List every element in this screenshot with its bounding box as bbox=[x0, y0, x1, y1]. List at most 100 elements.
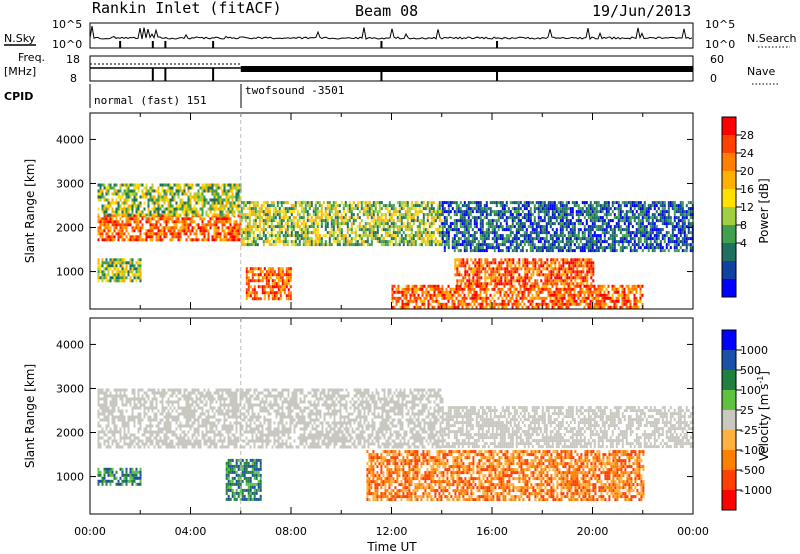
heatmap-cell bbox=[481, 225, 484, 229]
heatmap-cell bbox=[125, 264, 128, 268]
heatmap-cell bbox=[522, 264, 525, 268]
heatmap-cell bbox=[532, 261, 535, 265]
heatmap-cell bbox=[467, 287, 470, 291]
heatmap-cell bbox=[121, 267, 124, 271]
heatmap-cell bbox=[274, 219, 277, 223]
heatmap-cell bbox=[402, 240, 405, 244]
heatmap-cell bbox=[271, 297, 274, 301]
heatmap-cell bbox=[529, 243, 532, 247]
heatmap-cell bbox=[613, 225, 616, 229]
heatmap-cell bbox=[175, 204, 178, 208]
heatmap-cell bbox=[468, 279, 471, 283]
heatmap-cell bbox=[402, 213, 405, 217]
heatmap-cell bbox=[461, 204, 464, 208]
heatmap-cell bbox=[441, 201, 444, 205]
heatmap-cell bbox=[466, 270, 469, 274]
heatmap-cell bbox=[629, 207, 632, 211]
heatmap-cell bbox=[181, 207, 184, 211]
heatmap-cell bbox=[211, 192, 214, 196]
heatmap-cell bbox=[566, 279, 569, 283]
heatmap-cell bbox=[559, 210, 562, 214]
heatmap-cell bbox=[455, 204, 458, 208]
heatmap-cell bbox=[342, 219, 345, 223]
heatmap-cell bbox=[468, 267, 471, 271]
heatmap-cell bbox=[107, 229, 110, 233]
heatmap-cell bbox=[175, 210, 178, 214]
heatmap-cell bbox=[213, 229, 216, 233]
heatmap-cell bbox=[641, 207, 644, 211]
heatmap-cell bbox=[157, 217, 160, 221]
heatmap-cell bbox=[561, 296, 564, 300]
heatmap-cell bbox=[464, 273, 467, 277]
heatmap-cell bbox=[531, 284, 534, 288]
heatmap-cell bbox=[459, 249, 462, 253]
heatmap-cell bbox=[487, 231, 490, 235]
heatmap-cell bbox=[131, 217, 134, 221]
heatmap-cell bbox=[179, 213, 182, 217]
heatmap-cell bbox=[177, 220, 180, 224]
heatmap-cell bbox=[549, 299, 552, 303]
heatmap-cell bbox=[679, 225, 682, 229]
heatmap-cell bbox=[434, 243, 437, 247]
heatmap-cell bbox=[352, 219, 355, 223]
heatmap-cell bbox=[665, 234, 668, 238]
heatmap-cell bbox=[247, 270, 250, 274]
heatmap-cell bbox=[394, 213, 397, 217]
heatmap-cell bbox=[683, 243, 686, 247]
heatmap-cell bbox=[227, 213, 230, 217]
heatmap-cell bbox=[511, 240, 514, 244]
heatmap-cell bbox=[221, 226, 224, 230]
heatmap-cell bbox=[561, 299, 564, 303]
heatmap-cell bbox=[533, 305, 536, 309]
heatmap-cell bbox=[429, 284, 432, 288]
heatmap-cell bbox=[543, 287, 546, 291]
heatmap-cell bbox=[631, 213, 634, 217]
heatmap-cell bbox=[511, 249, 514, 253]
heatmap-cell bbox=[500, 273, 503, 277]
heatmap-cell bbox=[137, 226, 140, 230]
heatmap-cell bbox=[457, 243, 460, 247]
heatmap-cell bbox=[191, 186, 194, 190]
heatmap-cell bbox=[364, 201, 367, 205]
heatmap-cell bbox=[286, 216, 289, 220]
heatmap-cell bbox=[169, 192, 172, 196]
heatmap-cell bbox=[280, 240, 283, 244]
heatmap-cell bbox=[499, 249, 502, 253]
heatmap-cell bbox=[159, 192, 162, 196]
heatmap-cell bbox=[659, 216, 662, 220]
heatmap-cell bbox=[376, 237, 379, 241]
heatmap-cell bbox=[647, 219, 650, 223]
heatmap-cell bbox=[607, 237, 610, 241]
heatmap-cell bbox=[401, 293, 404, 297]
heatmap-cell bbox=[550, 264, 553, 268]
heatmap-cell bbox=[524, 264, 527, 268]
heatmap-cell bbox=[479, 293, 482, 297]
heatmap-cell bbox=[384, 216, 387, 220]
heatmap-cell bbox=[521, 225, 524, 229]
heatmap-cell bbox=[155, 232, 158, 236]
heatmap-cell bbox=[195, 235, 198, 239]
heatmap-cell bbox=[273, 294, 276, 298]
heatmap-cell bbox=[560, 258, 563, 262]
heatmap-cell bbox=[221, 220, 224, 224]
heatmap-cell bbox=[456, 258, 459, 262]
heatmap-cell bbox=[215, 223, 218, 227]
heatmap-cell bbox=[457, 228, 460, 232]
heatmap-cell bbox=[661, 234, 664, 238]
heatmap-cell bbox=[461, 290, 464, 294]
heatmap-cell bbox=[538, 273, 541, 277]
heatmap-cell bbox=[551, 213, 554, 217]
heatmap-cell bbox=[487, 302, 490, 306]
heatmap-cell bbox=[631, 201, 634, 205]
heatmap-cell bbox=[580, 270, 583, 274]
heatmap-cell bbox=[431, 296, 434, 300]
heatmap-cell bbox=[320, 219, 323, 223]
heatmap-cell bbox=[461, 213, 464, 217]
heatmap-cell bbox=[492, 261, 495, 265]
heatmap-cell bbox=[651, 219, 654, 223]
heatmap-cell bbox=[97, 273, 100, 277]
heatmap-cell bbox=[532, 267, 535, 271]
heatmap-cell bbox=[570, 258, 573, 262]
heatmap-cell bbox=[394, 234, 397, 238]
heatmap-cell bbox=[223, 189, 226, 193]
